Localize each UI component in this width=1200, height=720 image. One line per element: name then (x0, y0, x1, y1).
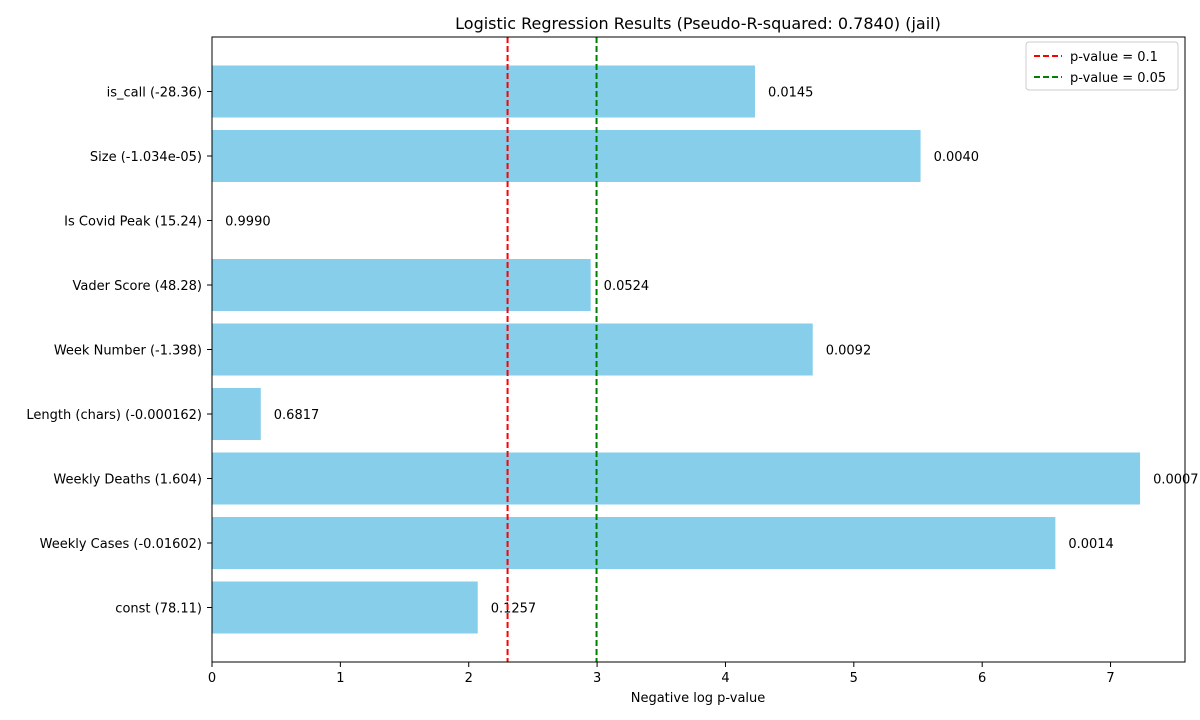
chart-title: Logistic Regression Results (Pseudo-R-sq… (455, 14, 941, 33)
bar (212, 130, 921, 182)
bar-value-label: 0.6817 (274, 408, 320, 423)
bar-value-label: 0.0040 (934, 150, 980, 165)
bar (212, 259, 591, 311)
y-tick-label: const (78.11) (115, 602, 202, 617)
bar-value-label: 0.0007 (1153, 473, 1199, 488)
bars-group (212, 65, 1141, 634)
y-tick-label: Vader Score (48.28) (73, 279, 202, 294)
x-tick-label: 6 (978, 671, 986, 686)
x-axis-ticks: 0 1 2 3 4 5 6 7 (208, 662, 1115, 686)
x-axis-label: Negative log p-value (631, 691, 766, 706)
bar-value-label: 0.0145 (768, 86, 814, 101)
data-labels-group: 0.1257 0.0014 0.0007 0.6817 0.0092 0.0524 0.99… (225, 86, 1198, 617)
legend-entry: p-value = 0.1 (1070, 50, 1158, 65)
bar (212, 323, 813, 376)
bar (212, 388, 261, 440)
x-tick-label: 3 (593, 671, 601, 686)
bar (212, 65, 755, 118)
bar-value-label: 0.0092 (826, 344, 872, 359)
bar-value-label: 0.1257 (491, 602, 537, 617)
y-tick-label: Weekly Deaths (1.604) (53, 473, 202, 488)
x-tick-label: 7 (1106, 671, 1114, 686)
x-tick-label: 1 (336, 671, 344, 686)
x-tick-label: 0 (208, 671, 216, 686)
reference-lines-group (506, 37, 598, 662)
y-tick-label: Week Number (-1.398) (54, 344, 202, 359)
bar (212, 581, 478, 634)
bar-value-label: 0.0524 (604, 279, 650, 294)
x-tick-label: 4 (721, 671, 729, 686)
x-tick-label: 5 (850, 671, 858, 686)
y-tick-label: Size (-1.034e-05) (90, 150, 202, 165)
bar-value-label: 0.0014 (1068, 537, 1114, 552)
legend-entry: p-value = 0.05 (1070, 71, 1166, 86)
legend: p-value = 0.1 p-value = 0.05 (1025, 41, 1179, 91)
y-tick-label: Length (chars) (-0.000162) (26, 408, 202, 423)
bar (212, 517, 1056, 569)
x-tick-label: 2 (465, 671, 473, 686)
bar-value-label: 0.9990 (225, 215, 271, 230)
y-axis-ticks: const (78.11) Weekly Cases (-0.01602) Week… (26, 86, 212, 617)
bar (212, 452, 1141, 505)
y-tick-label: Is Covid Peak (15.24) (64, 215, 202, 230)
legend-frame (1025, 41, 1179, 91)
y-tick-label: Weekly Cases (-0.01602) (40, 537, 202, 552)
y-tick-label: is_call (-28.36) (107, 86, 202, 101)
